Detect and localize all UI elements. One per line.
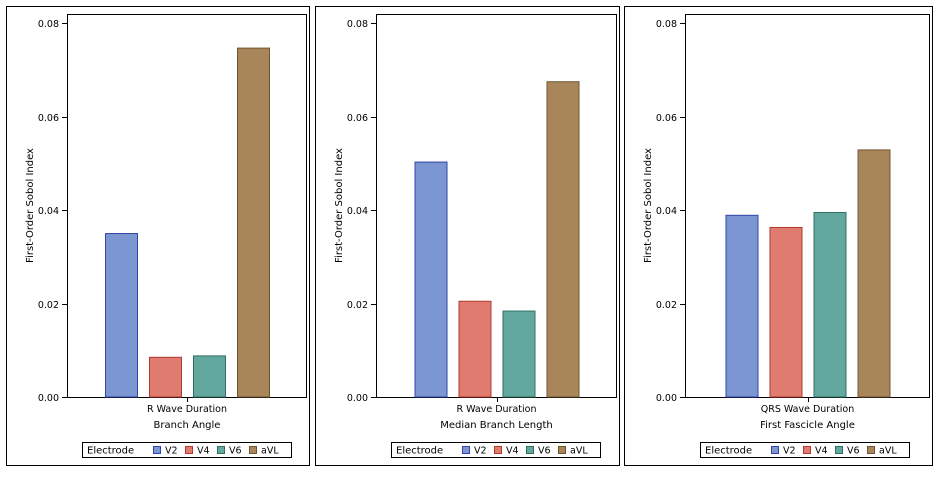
y-tick-label: 0.00: [656, 393, 677, 404]
x-axis-label: First Fascicle Angle: [760, 420, 855, 431]
bar-V2: [725, 214, 759, 398]
legend-swatch-V4: [494, 446, 502, 454]
legend-title: Electrode: [396, 446, 443, 457]
legend-label-aVL: aVL: [261, 446, 279, 457]
electrode-legend: Electrode V2 V4 V6 aVL: [700, 442, 910, 458]
legend-swatch-V2: [462, 446, 470, 454]
y-tick-label: 0.04: [38, 206, 59, 217]
legend-swatch-V4: [185, 446, 193, 454]
bar-aVL: [237, 47, 270, 398]
x-axis-label: Branch Angle: [154, 420, 221, 431]
x-tick-label: QRS Wave Duration: [761, 404, 854, 415]
electrode-legend: Electrode V2 V4 V6 aVL: [391, 442, 601, 458]
legend-label-V6: V6: [229, 446, 242, 457]
y-tick-label: 0.04: [347, 206, 368, 217]
bar-V4: [149, 356, 182, 398]
y-tick-label: 0.02: [347, 300, 368, 311]
y-tick-label: 0.02: [38, 300, 59, 311]
plot-area: [685, 14, 930, 398]
x-axis-label: Median Branch Length: [440, 420, 553, 431]
y-axis-label: First-Order Sobol Index: [25, 148, 36, 263]
legend-swatch-aVL: [867, 446, 875, 454]
y-tick-label: 0.06: [38, 113, 59, 124]
legend-label-V2: V2: [165, 446, 178, 457]
legend-title: Electrode: [705, 446, 752, 457]
bar-V2: [105, 233, 138, 398]
legend-label-aVL: aVL: [570, 446, 588, 457]
plot-area: [67, 14, 307, 398]
legend-swatch-V6: [526, 446, 534, 454]
y-tick-label: 0.08: [38, 19, 59, 30]
y-tick-label: 0.00: [38, 393, 59, 404]
legend-swatch-V2: [771, 446, 779, 454]
panel-border: [315, 6, 620, 466]
y-tick-label: 0.00: [347, 393, 368, 404]
legend-swatch-V6: [217, 446, 225, 454]
panel-border: [624, 6, 933, 466]
legend-label-V4: V4: [506, 446, 519, 457]
plot-area: [376, 14, 617, 398]
chart-panel-3: 0.00 0.02 0.04 0.06 0.08 First-Order Sobol In…: [624, 6, 933, 466]
chart-panel-1: 0.00 0.02 0.04 0.06 0.08 First-Order Sobol In…: [6, 6, 310, 466]
legend-label-V4: V4: [197, 446, 210, 457]
bar-aVL: [546, 81, 580, 398]
y-tick-label: 0.06: [347, 113, 368, 124]
y-tick-label: 0.08: [656, 19, 677, 30]
bar-V2: [414, 161, 448, 398]
legend-label-V2: V2: [474, 446, 487, 457]
y-tick-label: 0.08: [347, 19, 368, 30]
bar-V6: [813, 212, 847, 398]
figure-caption: [0, 476, 938, 492]
legend-title: Electrode: [87, 446, 134, 457]
legend-swatch-aVL: [558, 446, 566, 454]
legend-label-aVL: aVL: [879, 446, 897, 457]
bar-V4: [458, 300, 492, 398]
legend-label-V6: V6: [538, 446, 551, 457]
legend-label-V2: V2: [783, 446, 796, 457]
bar-aVL: [857, 149, 891, 398]
electrode-legend: Electrode V2 V4 V6 aVL: [82, 442, 292, 458]
y-axis-label: First-Order Sobol Index: [334, 148, 345, 263]
y-tick-label: 0.02: [656, 300, 677, 311]
chart-panel-2: 0.00 0.02 0.04 0.06 0.08 First-Order Sobol In…: [315, 6, 620, 466]
legend-swatch-V6: [835, 446, 843, 454]
bar-V6: [502, 310, 536, 398]
y-tick-label: 0.06: [656, 113, 677, 124]
legend-label-V6: V6: [847, 446, 860, 457]
legend-label-V4: V4: [815, 446, 828, 457]
bar-V4: [769, 226, 803, 398]
legend-swatch-V4: [803, 446, 811, 454]
y-axis-label: First-Order Sobol Index: [643, 148, 654, 263]
x-tick-label: R Wave Duration: [457, 404, 537, 415]
panel-border: [6, 6, 310, 466]
legend-swatch-aVL: [249, 446, 257, 454]
legend-swatch-V2: [153, 446, 161, 454]
y-tick-label: 0.04: [656, 206, 677, 217]
bar-V6: [193, 355, 226, 398]
x-tick-label: R Wave Duration: [147, 404, 227, 415]
